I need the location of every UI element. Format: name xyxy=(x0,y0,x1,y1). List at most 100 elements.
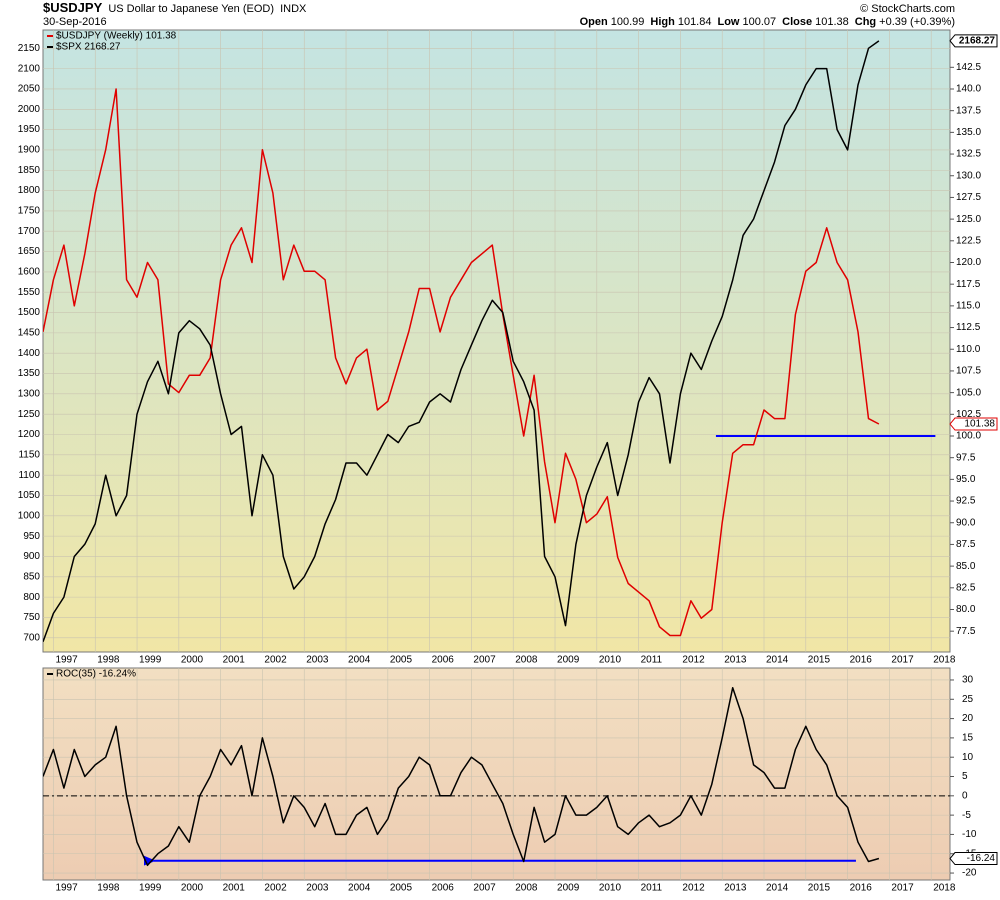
y2-tick-label: 107.5 xyxy=(956,366,981,377)
y-tick-label: 1000 xyxy=(18,510,41,521)
x-tick-label: 1999 xyxy=(139,655,162,666)
y2-tick-label: 125.0 xyxy=(956,214,981,225)
y-tick-label: 1250 xyxy=(18,409,41,420)
y2-tick-label: 122.5 xyxy=(956,235,981,246)
quote-label: Close xyxy=(782,16,812,28)
x-tick-label: 2008 xyxy=(515,655,538,666)
y-tick-label: 1750 xyxy=(18,206,41,217)
quote-value: 100.07 xyxy=(742,16,776,28)
y-tick-label: 1500 xyxy=(18,307,41,318)
x-tick-label: 2001 xyxy=(223,655,246,666)
y2-tick-label: 100.0 xyxy=(956,431,981,442)
y2-tick-label: 137.5 xyxy=(956,105,981,116)
y-tick-label: 1550 xyxy=(18,287,41,298)
y-tick-label: 2150 xyxy=(18,43,41,54)
series-line xyxy=(43,88,880,637)
y-tick-label: 800 xyxy=(23,592,40,603)
x-tick-label: 1998 xyxy=(97,883,120,894)
y-tick-label: 1800 xyxy=(18,185,41,196)
x-tick-label: 2004 xyxy=(348,883,371,894)
x-tick-label: 2016 xyxy=(850,655,873,666)
y2-tick-label: 142.5 xyxy=(956,62,981,73)
x-tick-label: 2009 xyxy=(557,655,580,666)
x-tick-label: 2016 xyxy=(850,883,873,894)
value-tag-label: 101.38 xyxy=(964,419,995,430)
y-tick-label: 1150 xyxy=(18,449,40,460)
y2-tick-label: 87.5 xyxy=(956,539,976,550)
x-tick-label: 2007 xyxy=(473,655,496,666)
x-tick-label: 2017 xyxy=(891,655,914,666)
value-tag xyxy=(949,417,998,431)
x-tick-label: 2002 xyxy=(264,883,287,894)
legend-label: ROC(35) -16.24% xyxy=(56,669,136,680)
y2-tick-label: 92.5 xyxy=(956,496,976,507)
y2-tick-label: 80.0 xyxy=(956,604,976,615)
quote-value: +0.39 (+0.39%) xyxy=(879,16,955,28)
security-name: US Dollar to Japanese Yen (EOD) xyxy=(108,3,274,15)
y-tick-label: 0 xyxy=(962,790,968,801)
x-tick-label: 2007 xyxy=(473,883,496,894)
quote-label: Chg xyxy=(855,16,876,28)
x-tick-label: 2004 xyxy=(348,655,371,666)
plot-area xyxy=(43,40,936,643)
series-line xyxy=(43,40,880,643)
y2-tick-label: 105.0 xyxy=(956,387,981,398)
x-tick-label: 1999 xyxy=(139,883,162,894)
y-tick-label: 1850 xyxy=(18,165,41,176)
legend-label: $SPX 2168.27 xyxy=(56,42,121,53)
y-tick-label: 25 xyxy=(962,694,974,705)
x-tick-label: 1997 xyxy=(55,883,78,894)
y-tick-label: 900 xyxy=(23,551,40,562)
y2-tick-label: 90.0 xyxy=(956,517,976,528)
x-tick-label: 2005 xyxy=(390,655,413,666)
x-tick-label: 1997 xyxy=(55,655,78,666)
y-tick-label: 1900 xyxy=(18,145,41,156)
y2-tick-label: 140.0 xyxy=(956,84,981,95)
quote-line: Open 100.99 High 101.84 Low 100.07 Close 101.38… xyxy=(580,16,955,28)
y-tick-label: 15 xyxy=(962,733,974,744)
x-tick-label: 2006 xyxy=(432,655,455,666)
y-tick-label: 1450 xyxy=(18,328,41,339)
x-tick-label: 2012 xyxy=(682,655,705,666)
y2-tick-label: 110.0 xyxy=(956,344,981,355)
y2-tick-label: 120.0 xyxy=(956,257,981,268)
x-tick-label: 2003 xyxy=(306,655,329,666)
x-tick-label: 2017 xyxy=(891,883,914,894)
x-tick-label: 2011 xyxy=(641,883,663,894)
y-tick-label: 1600 xyxy=(18,267,41,278)
y2-tick-label: 130.0 xyxy=(956,170,981,181)
x-tick-label: 2010 xyxy=(599,883,622,894)
plot-area xyxy=(43,686,950,867)
y-tick-label: 2000 xyxy=(18,104,41,115)
y-tick-label: 750 xyxy=(23,612,40,623)
x-tick-label: 2011 xyxy=(641,655,663,666)
x-tick-label: 2013 xyxy=(724,883,747,894)
x-tick-label: 2018 xyxy=(933,883,956,894)
y-tick-label: -20 xyxy=(962,868,977,879)
panel-background xyxy=(42,667,951,881)
copyright: © StockCharts.com xyxy=(860,3,955,15)
y2-tick-label: 102.5 xyxy=(956,409,981,420)
quote-value: 101.84 xyxy=(678,16,712,28)
y-tick-label: 850 xyxy=(23,571,40,582)
x-tick-label: 2005 xyxy=(390,883,413,894)
date: 30-Sep-2016 xyxy=(43,16,107,28)
x-tick-label: 2014 xyxy=(766,883,789,894)
y-tick-label: 2100 xyxy=(18,63,41,74)
y2-tick-label: 117.5 xyxy=(956,279,981,290)
x-tick-label: 2010 xyxy=(599,655,622,666)
x-tick-label: 2015 xyxy=(808,883,831,894)
y2-tick-label: 135.0 xyxy=(956,127,981,138)
y-tick-label: 20 xyxy=(962,713,974,724)
series-line xyxy=(43,686,880,867)
y2-tick-label: 115.0 xyxy=(956,301,981,312)
x-tick-label: 2018 xyxy=(933,655,956,666)
symbol: $USDJPY xyxy=(43,0,103,15)
x-tick-label: 1998 xyxy=(97,655,120,666)
legend-label: $USDJPY (Weekly) 101.38 xyxy=(56,31,177,42)
y-tick-label: 1650 xyxy=(18,246,41,257)
x-tick-label: 2013 xyxy=(724,655,747,666)
quote-label: Low xyxy=(717,16,739,28)
y-tick-label: 1200 xyxy=(18,429,41,440)
x-tick-label: 2000 xyxy=(181,883,204,894)
